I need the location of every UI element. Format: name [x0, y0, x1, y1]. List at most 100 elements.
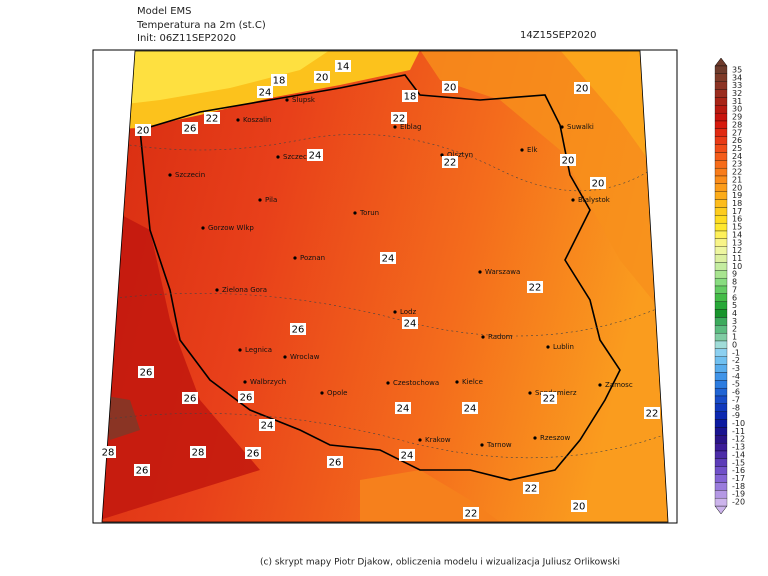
contour-label: 26	[140, 368, 153, 379]
city-dot	[236, 118, 240, 122]
city-dot	[455, 380, 459, 384]
city-name: Wroclaw	[290, 353, 320, 361]
city-name: Legnica	[245, 346, 272, 354]
colorbar-label: 26	[732, 136, 742, 145]
city-dot	[533, 436, 537, 440]
colorbar-arrow-bottom	[714, 505, 728, 515]
contour-label: 20	[562, 156, 575, 167]
colorbar-cell	[714, 474, 728, 483]
colorbar-label: 18	[732, 199, 742, 208]
colorbar-label: 34	[732, 73, 742, 82]
colorbar-label: 6	[732, 293, 737, 302]
contour-label-box	[290, 323, 306, 335]
colorbar-cell	[714, 490, 728, 499]
colorbar-label: 11	[732, 254, 742, 263]
colorbar-cell	[714, 105, 728, 114]
contour-label: 26	[240, 393, 253, 404]
sea-cool	[102, 51, 330, 108]
colorbar-cell	[714, 427, 728, 436]
colorbar-cell	[714, 167, 728, 177]
contour-label: 28	[102, 448, 115, 459]
colorbar-label: -17	[732, 474, 745, 483]
colorbar-label: -12	[732, 435, 745, 444]
city-name: Gorzow Wlkp	[208, 224, 254, 232]
colorbar-label: 4	[732, 309, 737, 318]
city-dot	[243, 380, 247, 384]
contour-label: 26	[247, 449, 260, 460]
contour-label-box	[541, 392, 557, 404]
colorbar-label: 7	[732, 285, 737, 294]
colorbar-cell	[714, 411, 728, 420]
colorbar-label: -5	[732, 380, 740, 389]
city-name: Pila	[265, 196, 277, 204]
colorbar-label: -8	[732, 403, 740, 412]
city-name: Lodz	[400, 308, 417, 316]
colorbar-cell	[714, 372, 728, 381]
colorbar-arrow-top	[714, 57, 728, 67]
city-name: Suwalki	[567, 123, 594, 131]
city-name: Zielona Gora	[222, 286, 267, 294]
colorbar-cell	[714, 246, 728, 255]
contour-label: 20	[573, 502, 586, 513]
contour-label-box	[644, 407, 660, 419]
colorbar-cell	[714, 262, 728, 271]
contour-label: 26	[184, 124, 197, 135]
colorbar-cell	[714, 128, 728, 137]
contour-label-box	[182, 122, 198, 134]
colorbar-label: 9	[732, 270, 737, 279]
model-name: Model EMS	[137, 6, 192, 17]
colorbar-label: -14	[732, 450, 745, 459]
contour-label-box	[327, 456, 343, 468]
city-dot	[440, 153, 444, 157]
temperature-field	[102, 51, 668, 522]
colorbar-label: 35	[732, 65, 742, 74]
colorbar-label: -2	[732, 356, 740, 365]
colorbar-label: 30	[732, 105, 742, 114]
colorbar-cell	[714, 215, 728, 224]
colorbar-cell	[714, 293, 728, 302]
west-warm	[102, 200, 260, 522]
contour-label: 26	[136, 466, 149, 477]
contour-label-box	[402, 317, 418, 329]
colorbar-label: 10	[732, 262, 742, 271]
city-dot	[418, 438, 422, 442]
colorbar-cell	[714, 332, 728, 342]
city-dot	[480, 443, 484, 447]
city-dot	[481, 335, 485, 339]
city-dot	[546, 345, 550, 349]
city-dot	[520, 148, 524, 152]
contour-label: 14	[337, 62, 350, 73]
colorbar-label: 33	[732, 81, 742, 90]
city-name: Torun	[359, 209, 379, 217]
colorbar-cell	[714, 175, 728, 185]
colorbar-label: 19	[732, 191, 742, 200]
colorbar-cell	[714, 238, 728, 247]
colorbar-label: 23	[732, 160, 742, 169]
colorbar-cell	[714, 364, 728, 373]
city-dot	[215, 288, 219, 292]
colorbar-label: 12	[732, 246, 742, 255]
colorbar-label: 2	[732, 325, 737, 334]
city-dot	[168, 173, 172, 177]
contour-label-box	[442, 156, 458, 168]
contour-label: 24	[404, 319, 417, 330]
colorbar-cell	[714, 340, 728, 350]
contour-label-box	[190, 446, 206, 458]
contour-label: 22	[393, 114, 406, 125]
contour-label-box	[271, 74, 287, 86]
city-name: Slupsk	[292, 96, 316, 104]
colorbar-cell	[714, 277, 728, 287]
colorbar-cell	[714, 270, 728, 279]
city-dot	[560, 125, 564, 129]
city-dot	[276, 155, 280, 159]
domain-edge	[101, 50, 669, 523]
city-name: Elblag	[400, 123, 422, 131]
city-name: Elk	[527, 146, 538, 154]
contour-label-box	[138, 366, 154, 378]
contour-label-box	[463, 507, 479, 519]
init-time: Init: 06Z11SEP2020	[137, 33, 236, 44]
city-dot	[238, 348, 242, 352]
contour-label: 22	[444, 158, 457, 169]
contour-label-box	[335, 60, 351, 72]
contour-label: 24	[261, 421, 274, 432]
